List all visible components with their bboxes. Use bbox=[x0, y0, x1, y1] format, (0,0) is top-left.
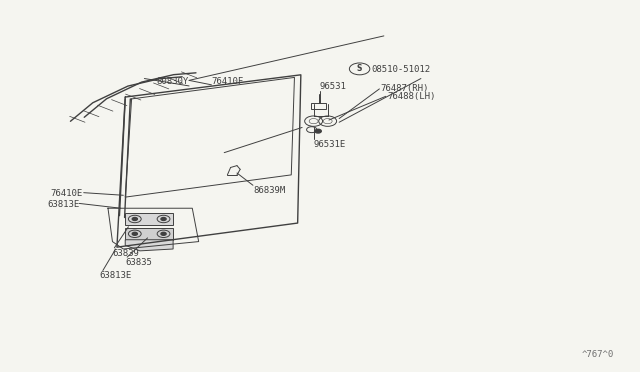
Text: 86839M: 86839M bbox=[253, 186, 285, 195]
Text: 96531: 96531 bbox=[320, 83, 347, 92]
Polygon shape bbox=[125, 240, 173, 251]
Text: 76487(RH): 76487(RH) bbox=[381, 84, 429, 93]
Text: 76488(LH): 76488(LH) bbox=[387, 92, 435, 101]
FancyBboxPatch shape bbox=[125, 213, 173, 225]
Circle shape bbox=[161, 232, 166, 235]
Text: 63813E: 63813E bbox=[47, 200, 79, 209]
Text: 63835: 63835 bbox=[125, 258, 152, 267]
Circle shape bbox=[132, 218, 138, 221]
Text: S: S bbox=[357, 64, 362, 73]
Circle shape bbox=[315, 129, 321, 133]
Text: 76410E: 76410E bbox=[50, 189, 83, 198]
Text: 08510-51012: 08510-51012 bbox=[371, 65, 430, 74]
Text: ^767^0: ^767^0 bbox=[582, 350, 614, 359]
Text: 63813E: 63813E bbox=[100, 271, 132, 280]
Circle shape bbox=[161, 218, 166, 221]
Text: 80830Y: 80830Y bbox=[157, 77, 189, 86]
Text: 96531E: 96531E bbox=[314, 140, 346, 149]
Text: 76410F: 76410F bbox=[211, 77, 244, 86]
Text: 63839: 63839 bbox=[113, 249, 140, 258]
Circle shape bbox=[132, 232, 138, 235]
FancyBboxPatch shape bbox=[125, 228, 173, 240]
